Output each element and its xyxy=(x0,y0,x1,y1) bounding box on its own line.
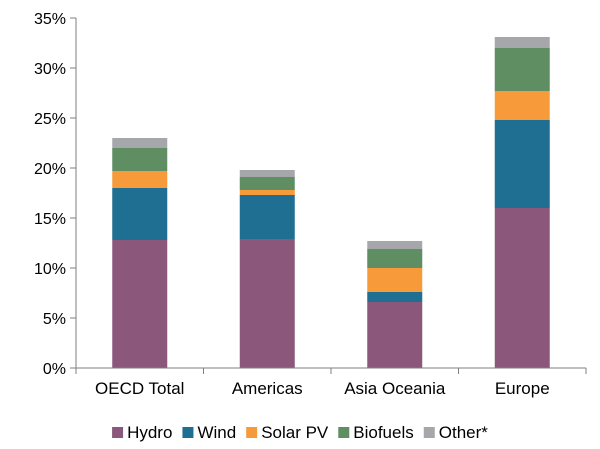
x-category-label: Europe xyxy=(495,379,550,398)
legend: Hydro Wind Solar PV Biofuels Other* xyxy=(112,423,488,442)
y-tick-label: 15% xyxy=(34,211,66,228)
bar-segment-other-oecd-total xyxy=(112,138,168,148)
bar-segment-wind-asia-oceania xyxy=(367,292,423,302)
bar-segment-hydro-europe xyxy=(494,208,550,368)
x-category-label: Asia Oceania xyxy=(344,379,446,398)
y-tick-label: 25% xyxy=(34,111,66,128)
legend-swatch-solar-pv xyxy=(246,427,258,438)
bar-segment-other-asia-oceania xyxy=(367,241,423,249)
bar-segment-solar-pv-americas xyxy=(239,190,295,195)
axes-layer: 0% 5% 10% 15% 20% 25% 30% 35% OECD Total Americas… xyxy=(34,11,587,398)
bar-segment-other-europe xyxy=(494,37,550,48)
y-tick-label: 35% xyxy=(34,11,66,28)
legend-swatch-other xyxy=(423,427,435,438)
bar-segment-biofuels-europe xyxy=(494,48,550,91)
bar-segment-wind-europe xyxy=(494,120,550,208)
legend-label-hydro: Hydro xyxy=(127,423,172,442)
legend-label-wind: Wind xyxy=(197,423,236,442)
bar-segment-hydro-americas xyxy=(239,239,295,368)
legend-swatch-wind xyxy=(182,427,194,438)
bar-segment-biofuels-americas xyxy=(239,177,295,190)
bar-segment-hydro-asia-oceania xyxy=(367,302,423,368)
legend-label-solar-pv: Solar PV xyxy=(261,423,329,442)
bar-segment-other-americas xyxy=(239,170,295,177)
legend-swatch-hydro xyxy=(112,427,124,438)
legend-swatch-biofuels xyxy=(338,427,350,438)
legend-label-other: Other* xyxy=(439,423,489,442)
y-tick-label: 10% xyxy=(34,261,66,278)
y-tick-label: 5% xyxy=(43,311,66,328)
bar-segment-hydro-oecd-total xyxy=(112,240,168,368)
bar-segment-solar-pv-europe xyxy=(494,91,550,120)
bar-segment-biofuels-asia-oceania xyxy=(367,249,423,268)
bars-layer xyxy=(112,37,550,368)
x-category-label: Americas xyxy=(232,379,303,398)
y-tick-label: 30% xyxy=(34,61,66,78)
bar-segment-solar-pv-oecd-total xyxy=(112,171,168,188)
y-tick-label: 20% xyxy=(34,161,66,178)
x-category-label: OECD Total xyxy=(95,379,184,398)
bar-segment-wind-oecd-total xyxy=(112,188,168,240)
bar-segment-biofuels-oecd-total xyxy=(112,148,168,171)
bar-segment-wind-americas xyxy=(239,195,295,239)
y-tick-label: 0% xyxy=(43,361,66,378)
bar-segment-solar-pv-asia-oceania xyxy=(367,268,423,292)
legend-label-biofuels: Biofuels xyxy=(353,423,413,442)
